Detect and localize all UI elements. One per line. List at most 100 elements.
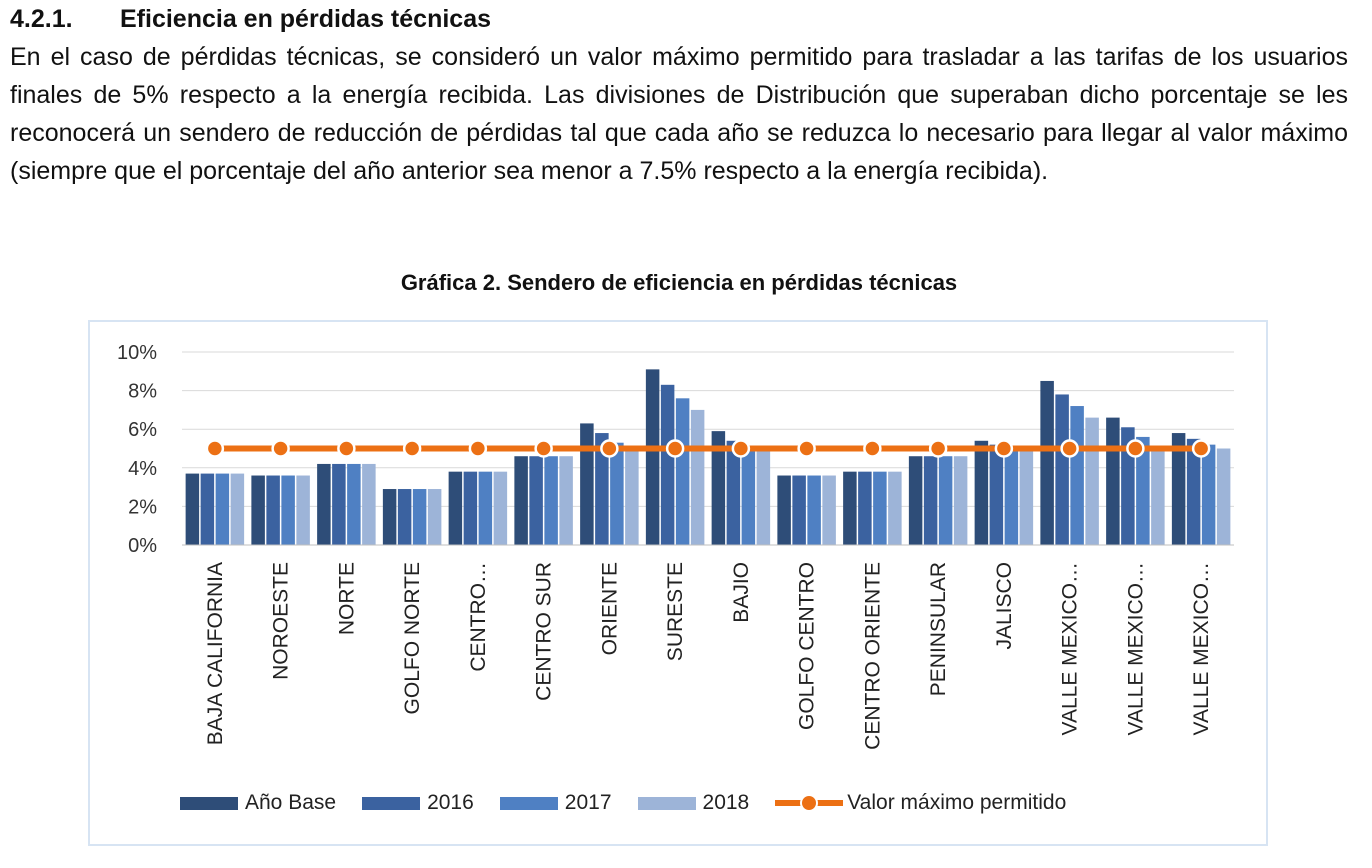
limit-point (863, 439, 882, 458)
bar (478, 471, 493, 545)
bar (858, 471, 872, 545)
bar (296, 475, 310, 545)
chart-legend: Año Base 2016 2017 2018 Valor máximo permiti… (180, 788, 1092, 818)
bar (989, 444, 1004, 545)
bar (332, 463, 346, 545)
bar (1136, 436, 1150, 545)
limit-point (797, 439, 816, 458)
y-tick-label: 8% (128, 381, 157, 403)
bar (200, 473, 215, 545)
limit-point (665, 439, 685, 458)
bar (711, 431, 726, 545)
bar (266, 475, 280, 545)
bar (185, 473, 200, 545)
bar (595, 433, 609, 545)
bar (529, 456, 543, 545)
bar (660, 384, 675, 545)
y-tick-label: 0% (128, 535, 157, 557)
x-tick-label: JALISCO (993, 562, 1016, 650)
x-tick-label: NORTE (335, 562, 358, 635)
bar (888, 471, 902, 545)
legend-swatch (499, 796, 558, 810)
legend-label: 2017 (564, 791, 612, 814)
y-tick-label: 10% (117, 342, 157, 364)
bar (347, 463, 361, 545)
bar (974, 440, 989, 545)
x-tick-label: NOROESTE (270, 562, 293, 680)
x-tick-label: ORIENTE (598, 562, 621, 655)
bar (807, 475, 821, 545)
bar (493, 471, 508, 545)
y-tick-label: 4% (128, 458, 157, 480)
bar (1019, 448, 1034, 545)
bar (412, 489, 427, 545)
bar (843, 471, 857, 545)
legend-item: Año Base (180, 791, 336, 815)
y-tick-label: 2% (128, 496, 157, 518)
bar (777, 475, 791, 545)
limit-point (994, 439, 1014, 458)
bar (317, 463, 331, 545)
bar (544, 456, 558, 545)
bar (1004, 448, 1019, 545)
legend-swatch (180, 796, 238, 810)
bar (230, 473, 245, 545)
legend-label: Valor máximo permitido (847, 791, 1067, 814)
bar (923, 456, 938, 545)
bar (448, 471, 463, 545)
bar (397, 489, 412, 545)
bar (580, 423, 594, 545)
bar (1201, 444, 1216, 545)
bar (463, 471, 478, 545)
bar (756, 448, 771, 545)
limit-point (1191, 439, 1211, 458)
bar (1040, 380, 1054, 545)
section-title: Eficiencia en pérdidas técnicas (120, 5, 491, 33)
limit-point (600, 439, 619, 458)
bar (559, 456, 573, 545)
bar (1171, 433, 1186, 545)
bar (362, 463, 376, 545)
x-tick-label: CENTRO SUR (533, 562, 556, 701)
bar (938, 456, 953, 545)
y-tick-label: 6% (128, 419, 157, 441)
legend-swatch (637, 796, 696, 810)
limit-point (402, 439, 422, 458)
bar (726, 440, 741, 545)
x-tick-label: CENTRO… (467, 562, 490, 672)
legend-label: Año Base (245, 791, 337, 814)
x-tick-label: VALLE MEXICO… (1124, 562, 1147, 736)
limit-point (731, 439, 751, 458)
legend-line-marker (775, 793, 844, 813)
limit-point (928, 439, 948, 458)
legend-item: 2018 (637, 791, 749, 815)
chart-title: Gráfica 2. Sendero de eficiencia en pérd… (400, 270, 958, 295)
bar (251, 475, 265, 545)
x-tick-label: BAJA CALIFORNIA (204, 562, 227, 745)
legend-swatch (362, 796, 421, 810)
limit-point (1060, 439, 1079, 458)
chart-frame (88, 320, 1268, 846)
bar (1216, 448, 1231, 545)
bar (427, 489, 442, 545)
x-tick-label: PENINSULAR (927, 562, 950, 696)
bar (1070, 406, 1084, 545)
bar (792, 475, 806, 545)
x-tick-label: GOLFO CENTRO (796, 562, 819, 730)
bar (873, 471, 887, 545)
bar (281, 475, 295, 545)
legend-item: Valor máximo permitido (775, 791, 1066, 815)
bar (822, 475, 836, 545)
x-tick-label: VALLE MEXICO… (1059, 562, 1082, 736)
legend-item: 2017 (499, 791, 612, 815)
section-heading: 4.2.1. Eficiencia en pérdidas técnicas (10, 3, 1360, 35)
bar (625, 448, 639, 545)
bar (1055, 394, 1069, 545)
legend-label: 2016 (427, 791, 474, 814)
bar (382, 489, 397, 545)
bar (610, 442, 624, 545)
bar (1106, 417, 1120, 545)
section-paragraph: En el caso de pérdidas técnicas, se cons… (10, 43, 1348, 185)
limit-point (271, 439, 290, 458)
